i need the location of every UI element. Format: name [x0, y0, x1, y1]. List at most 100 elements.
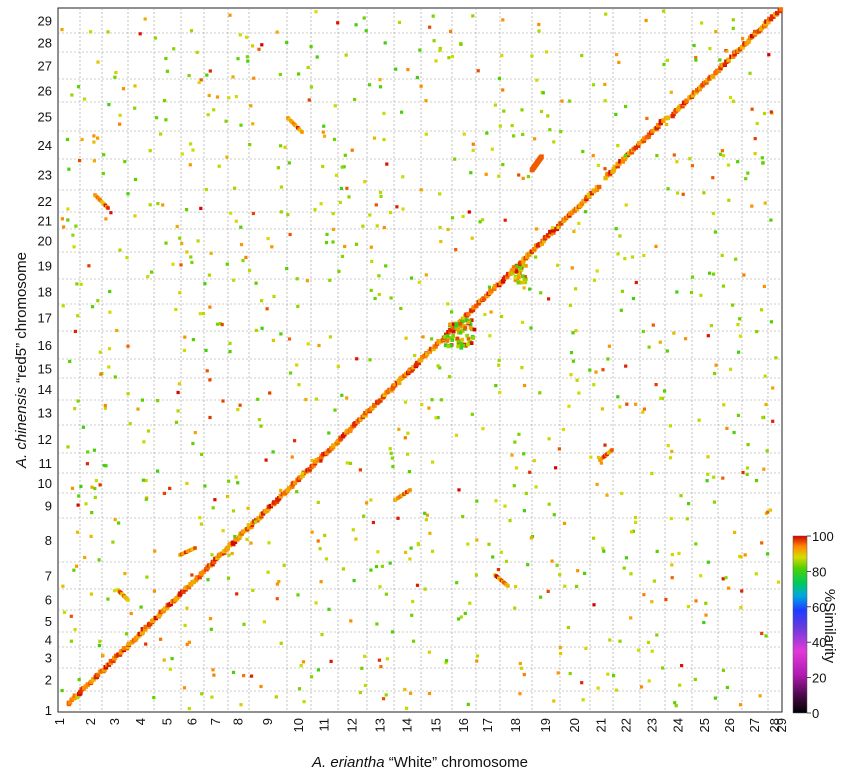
data-point [669, 90, 673, 94]
data-point [183, 623, 187, 627]
data-point [572, 229, 576, 233]
data-point [152, 696, 156, 700]
data-point [431, 460, 435, 464]
data-point [539, 109, 544, 114]
data-point [641, 329, 645, 334]
data-point [115, 328, 119, 333]
data-point [247, 523, 251, 527]
data-point [484, 172, 488, 176]
data-point [713, 696, 717, 700]
data-point [182, 348, 187, 352]
data-point [517, 173, 521, 177]
data-point [77, 678, 81, 682]
data-point [98, 483, 102, 487]
data-point [477, 298, 483, 304]
data-point [697, 418, 701, 422]
data-point [211, 559, 217, 565]
data-point [316, 539, 320, 543]
data-point [597, 184, 602, 190]
data-point [368, 358, 372, 362]
data-point [404, 550, 408, 554]
data-point [177, 382, 181, 386]
data-point [642, 593, 646, 597]
y-tick-label: 16 [38, 338, 52, 353]
data-point [736, 413, 740, 417]
y-tick-label: 18 [38, 285, 52, 300]
data-point [295, 490, 299, 494]
data-point [92, 448, 96, 452]
data-point [310, 530, 314, 534]
data-point [153, 36, 157, 40]
data-point [206, 578, 210, 582]
data-point [328, 335, 332, 339]
data-point [685, 517, 689, 521]
data-point [776, 580, 781, 584]
data-point [140, 629, 145, 635]
data-point [385, 162, 389, 166]
data-point [490, 147, 494, 151]
data-point [454, 248, 458, 252]
data-point [704, 601, 708, 605]
data-point [213, 498, 217, 502]
data-point [416, 543, 420, 547]
data-point [210, 553, 214, 557]
data-point [106, 206, 110, 210]
data-point [718, 152, 723, 156]
x-tick-label: 11 [317, 718, 332, 732]
data-point [502, 109, 506, 113]
data-point [163, 99, 167, 103]
data-point [724, 576, 728, 580]
data-point [471, 142, 475, 146]
data-point [496, 568, 500, 572]
data-point [446, 227, 450, 232]
x-tick-label: 18 [508, 718, 523, 732]
data-point [231, 509, 236, 513]
data-point [538, 391, 542, 395]
data-point [287, 337, 292, 341]
data-point [727, 198, 731, 202]
data-point [521, 263, 526, 267]
data-point [581, 698, 585, 702]
y-tick-label: 27 [38, 59, 52, 74]
data-point [300, 471, 305, 475]
data-point [181, 589, 186, 594]
data-point [354, 537, 358, 541]
data-point [407, 368, 411, 372]
data-point [539, 291, 543, 295]
data-point [447, 56, 451, 60]
data-point [274, 695, 278, 699]
data-point [498, 124, 502, 128]
data-point [174, 307, 178, 312]
data-point [241, 529, 246, 534]
data-point [721, 284, 725, 288]
colorbar-tick-label: 0 [812, 706, 819, 721]
x-tick-label: 8 [231, 718, 246, 725]
data-point [164, 56, 168, 61]
data-point [438, 48, 442, 52]
data-point [758, 694, 762, 698]
data-point [774, 11, 780, 16]
data-point [706, 455, 710, 459]
data-point [508, 519, 512, 523]
data-point [190, 573, 194, 577]
data-point [521, 280, 526, 285]
data-point [150, 270, 154, 274]
data-point [753, 152, 757, 156]
data-point [449, 29, 453, 33]
data-point [98, 350, 102, 354]
data-point [93, 495, 97, 499]
data-point [592, 603, 596, 607]
data-point [296, 304, 300, 308]
data-point [491, 555, 495, 559]
data-point [729, 367, 733, 371]
data-point [210, 695, 214, 699]
data-point [512, 134, 516, 138]
data-point [591, 154, 595, 158]
data-point [338, 200, 342, 204]
data-point [118, 113, 122, 117]
data-point [60, 689, 64, 693]
data-point [447, 375, 452, 379]
colorbar-tick-label: 60 [812, 600, 826, 615]
data-point [155, 116, 159, 120]
data-point [636, 143, 641, 148]
